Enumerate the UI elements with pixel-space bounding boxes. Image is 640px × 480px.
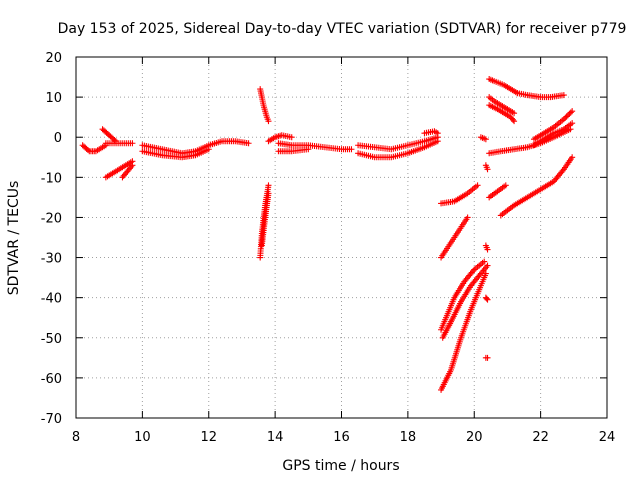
y-tick-label: -10 [41,171,62,186]
data-point-marker [566,110,573,117]
x-tick-label: 16 [333,430,350,445]
data-point-marker [502,182,509,189]
data-point-marker [434,138,441,145]
data-point-marker [265,118,272,125]
y-tick-label: 20 [45,51,62,66]
data-point-marker [511,118,518,125]
data-point-marker [464,214,471,221]
data-point-marker [481,258,488,265]
x-tick-label: 24 [599,430,616,445]
data-point-marker [484,296,491,303]
data-point-marker [484,166,491,173]
plot-frame [75,56,608,419]
y-tick-label: -30 [41,252,62,267]
x-tick-label: 8 [72,430,80,445]
x-tick-label: 22 [532,430,549,445]
data-point-marker [288,134,295,141]
data-point-marker [482,136,489,143]
x-tick-label: 14 [267,430,284,445]
grid-lines [76,57,607,418]
data-point-marker [484,262,491,269]
data-point-marker [348,146,355,153]
y-axis-label: SDTVAR / TECUs [6,181,22,296]
y-tick-label: -20 [41,211,62,226]
data-point-marker [129,140,136,147]
data-point-marker [305,146,312,153]
x-tick-label: 12 [200,430,217,445]
data-point-marker [434,130,441,137]
data-point-marker [569,108,576,115]
data-point-marker [560,92,567,99]
y-tick-label: 0 [54,131,62,146]
data-point-marker [474,182,481,189]
data-point-marker [569,120,576,127]
data-point-marker [509,116,516,123]
data-point-marker [569,154,576,161]
x-axis-label: GPS time / hours [282,458,399,474]
chart-title: Day 153 of 2025, Sidereal Day-to-day VTE… [58,21,627,37]
y-tick-label: -40 [41,292,62,307]
x-tick-label: 20 [466,430,483,445]
x-tick-label: 10 [134,430,151,445]
data-point-marker [484,246,491,253]
y-tick-label: 10 [45,91,62,106]
data-point-marker [265,182,272,189]
y-tick-label: -70 [41,412,62,427]
data-point-marker [129,162,136,169]
data-point-marker [245,140,252,147]
data-point-marker [84,147,91,154]
data-point-marker [205,146,212,153]
data-points [79,76,576,393]
data-point-marker [567,109,574,116]
data-point-marker [484,354,491,361]
axis-ticks: 8 10 12 14 16 18 20 22 24 -70 -60 -50 -40 -30 -20 -10 0 1… [41,51,616,445]
data-point-marker [265,190,272,197]
data-point-marker [562,114,569,121]
y-tick-label: -60 [41,372,62,387]
data-point-marker [565,112,572,119]
data-point-marker [483,295,490,302]
y-tick-label: -50 [41,332,62,347]
data-point-marker [511,110,518,117]
x-tick-label: 18 [400,430,417,445]
data-point-marker [563,113,570,120]
data-point-marker [482,270,489,277]
data-point-marker [560,116,567,123]
